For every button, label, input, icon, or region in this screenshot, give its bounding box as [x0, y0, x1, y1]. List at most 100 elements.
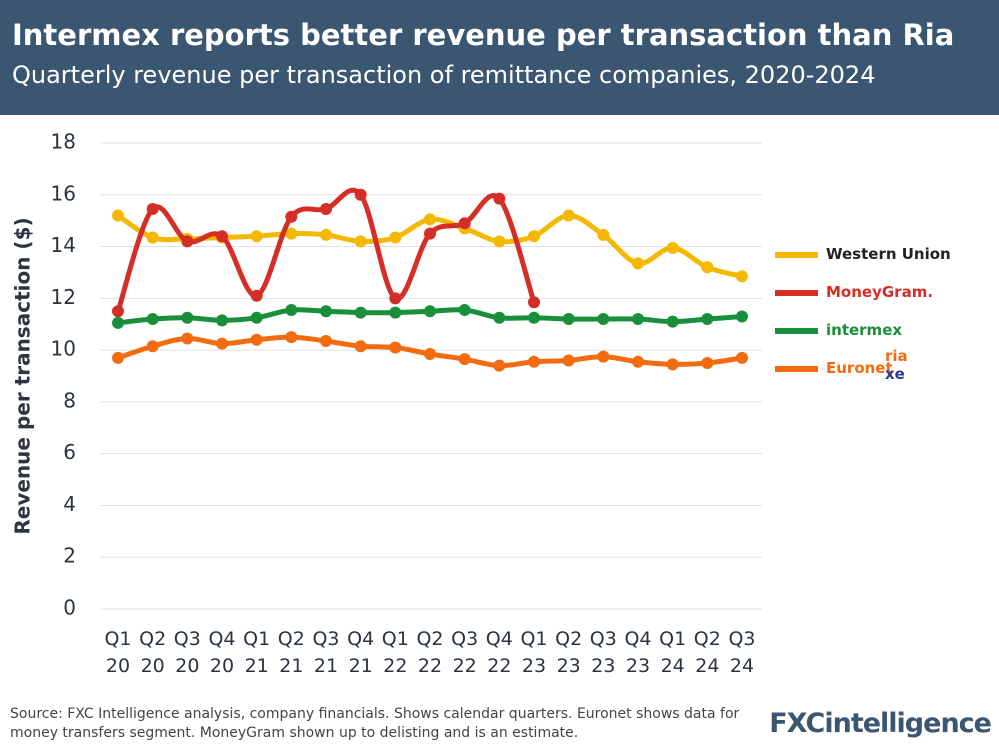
data-point — [250, 230, 263, 243]
data-point — [320, 228, 332, 241]
x-tick-label: Q1 23 — [520, 628, 548, 677]
data-point — [320, 335, 332, 348]
chart-title: Intermex reports better revenue per tran… — [12, 18, 954, 52]
x-tick-label: Q4 23 — [624, 628, 652, 677]
y-tick-label: 10 — [51, 337, 76, 361]
data-point — [181, 332, 194, 345]
data-point — [632, 355, 644, 368]
legend-label: Euronet — [826, 359, 893, 377]
data-point — [112, 305, 124, 318]
data-point — [285, 303, 298, 316]
data-point — [250, 311, 263, 324]
data-point — [146, 340, 159, 353]
data-point — [285, 227, 298, 240]
y-tick-label: 18 — [51, 130, 76, 154]
y-tick-label: 12 — [51, 285, 76, 309]
data-point — [528, 230, 540, 243]
data-point — [458, 353, 471, 366]
data-point — [389, 292, 402, 305]
x-tick-label: Q3 22 — [451, 628, 479, 677]
data-point — [389, 231, 402, 244]
data-point — [562, 209, 575, 222]
x-tick-label: Q2 21 — [277, 628, 305, 677]
header-band — [0, 0, 999, 115]
legend-sub-label: xe — [885, 365, 905, 383]
data-point — [216, 230, 228, 243]
y-tick-label: 6 — [63, 440, 76, 464]
x-tick-label: Q1 24 — [659, 628, 687, 677]
chart-subtitle: Quarterly revenue per transaction of rem… — [12, 61, 875, 89]
data-point — [493, 359, 506, 372]
data-point — [216, 337, 228, 350]
data-point — [424, 347, 436, 360]
data-point — [389, 341, 402, 354]
data-point — [112, 351, 124, 364]
data-point — [597, 228, 610, 241]
data-point — [354, 340, 367, 353]
x-tick-label: Q2 20 — [139, 628, 167, 677]
data-point — [354, 188, 367, 201]
data-point — [666, 315, 679, 328]
data-point — [632, 313, 644, 326]
x-tick-label: Q2 23 — [555, 628, 583, 677]
data-point — [701, 261, 714, 274]
logo: FXCintelligence — [769, 708, 992, 739]
y-tick-label: 0 — [63, 596, 76, 620]
data-point — [146, 231, 159, 244]
data-point — [181, 235, 194, 248]
data-point — [285, 210, 298, 223]
data-point — [562, 354, 575, 367]
data-point — [285, 331, 298, 344]
data-point — [458, 303, 471, 316]
data-point — [701, 313, 714, 326]
data-point — [424, 305, 436, 318]
data-point — [320, 203, 332, 216]
legend-label: intermex — [826, 321, 903, 339]
data-point — [424, 213, 436, 226]
x-tick-label: Q4 20 — [208, 628, 236, 677]
data-point — [666, 241, 679, 254]
data-point — [320, 305, 332, 318]
source-note: Source: FXC Intelligence analysis, compa… — [10, 706, 740, 741]
data-point — [597, 313, 610, 326]
legend-sub-label: ria — [885, 347, 908, 365]
data-point — [112, 209, 124, 222]
data-point — [736, 270, 748, 283]
x-tick-label: Q3 24 — [728, 628, 756, 677]
data-point — [146, 313, 159, 326]
data-point — [250, 289, 263, 302]
data-point — [666, 358, 679, 371]
data-point — [458, 217, 471, 230]
x-tick-label: Q3 23 — [589, 628, 617, 677]
data-point — [528, 311, 540, 324]
data-point — [181, 311, 194, 324]
data-point — [250, 333, 263, 346]
data-point — [493, 311, 506, 324]
x-tick-label: Q4 22 — [485, 628, 513, 677]
data-point — [389, 306, 402, 319]
y-tick-label: 16 — [51, 181, 76, 205]
data-point — [424, 227, 436, 240]
x-tick-label: Q2 22 — [416, 628, 444, 677]
y-tick-label: 8 — [63, 388, 76, 412]
data-point — [354, 306, 367, 319]
x-tick-label: Q1 20 — [104, 628, 132, 677]
y-tick-label: 2 — [63, 544, 76, 568]
data-point — [597, 350, 610, 363]
data-point — [216, 314, 228, 327]
legend-label: Western Union — [826, 245, 951, 263]
data-point — [528, 296, 540, 309]
x-tick-label: Q4 21 — [347, 628, 375, 677]
y-tick-label: 14 — [51, 233, 76, 257]
data-point — [562, 313, 575, 326]
x-tick-label: Q1 22 — [381, 628, 409, 677]
data-point — [736, 351, 748, 364]
data-point — [528, 355, 540, 368]
data-point — [493, 235, 506, 248]
data-point — [632, 257, 644, 270]
x-tick-label: Q2 24 — [693, 628, 721, 677]
y-axis-label: Revenue per transaction ($) — [11, 217, 35, 534]
x-tick-label: Q3 20 — [173, 628, 201, 677]
